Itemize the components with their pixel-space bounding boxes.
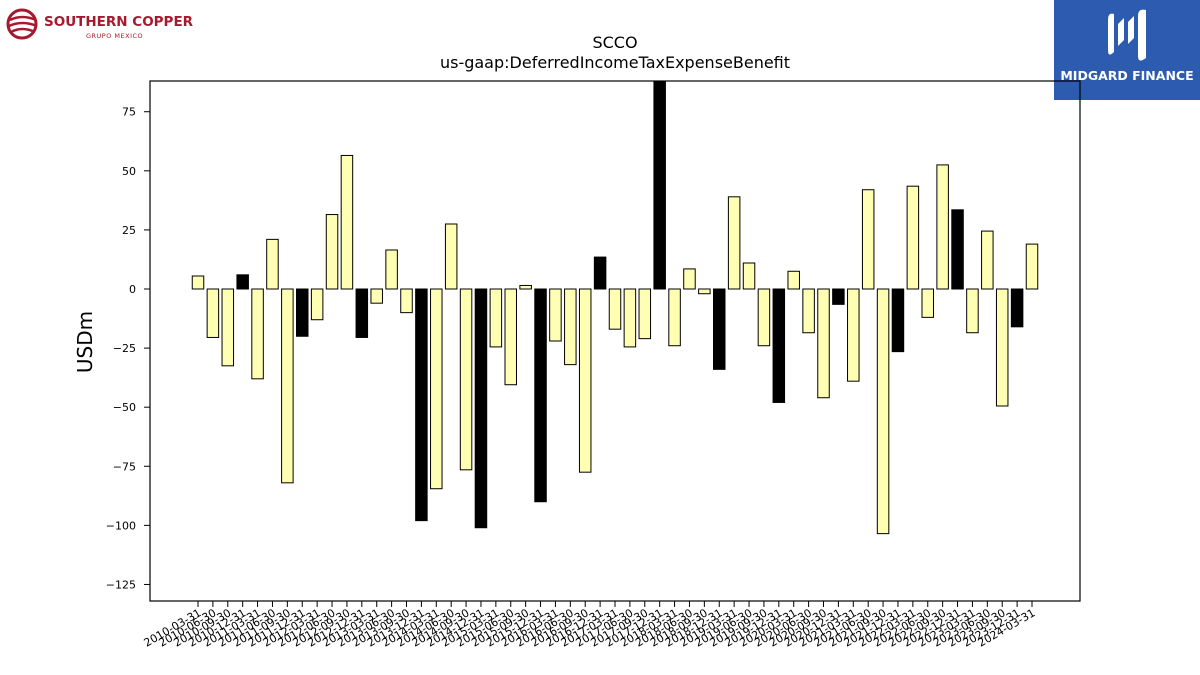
bar bbox=[385, 249, 398, 290]
bar bbox=[727, 196, 741, 290]
bar bbox=[519, 284, 532, 290]
bar bbox=[444, 223, 458, 290]
bar bbox=[370, 288, 383, 304]
bars-group bbox=[191, 80, 1039, 535]
bar bbox=[861, 189, 875, 290]
bar bbox=[251, 288, 264, 380]
bar bbox=[698, 288, 711, 295]
bar bbox=[340, 154, 354, 290]
bar bbox=[355, 288, 369, 338]
bar bbox=[489, 288, 503, 348]
bar bbox=[742, 262, 756, 290]
bar bbox=[802, 288, 815, 334]
bar bbox=[891, 288, 905, 353]
bar bbox=[400, 288, 413, 314]
y-tick-label: 0 bbox=[129, 283, 136, 296]
bar bbox=[713, 288, 726, 370]
bar bbox=[653, 80, 666, 290]
southern-copper-logo: SOUTHERN COPPER GRUPO MEXICO bbox=[6, 6, 206, 46]
bar bbox=[1025, 243, 1039, 290]
y-tick-label: −125 bbox=[106, 578, 136, 591]
bar bbox=[951, 209, 964, 290]
chart-title: SCCO bbox=[592, 33, 637, 52]
right-logo-brand: MIDGARD FINANCE bbox=[1060, 68, 1194, 83]
bar bbox=[832, 288, 845, 305]
bar bbox=[608, 288, 622, 330]
midgard-finance-logo: MIDGARD FINANCE bbox=[1054, 0, 1200, 100]
y-tick-label: −75 bbox=[113, 460, 136, 473]
bar bbox=[668, 288, 681, 347]
bar bbox=[549, 288, 562, 342]
plot-frame bbox=[149, 80, 1081, 602]
bar bbox=[638, 288, 652, 340]
bar bbox=[623, 288, 637, 348]
bar bbox=[296, 288, 309, 337]
bar bbox=[236, 274, 249, 290]
chart-subtitle: us-gaap:DeferredIncomeTaxExpenseBenefit bbox=[440, 53, 790, 72]
left-logo-brand: SOUTHERN COPPER bbox=[44, 14, 194, 30]
y-tick-label: 50 bbox=[122, 165, 136, 178]
midgard-emblem-icon bbox=[1108, 9, 1146, 61]
bar bbox=[772, 288, 786, 403]
bar bbox=[817, 288, 830, 399]
bar bbox=[683, 268, 696, 290]
y-tick-label: 75 bbox=[122, 106, 136, 119]
y-tick-label: −100 bbox=[106, 519, 136, 532]
bar bbox=[876, 288, 890, 535]
bar bbox=[787, 270, 800, 290]
bar bbox=[847, 288, 860, 382]
bar bbox=[459, 288, 473, 471]
left-logo-subtitle: GRUPO MEXICO bbox=[86, 32, 144, 40]
bar bbox=[534, 288, 547, 503]
bar bbox=[981, 230, 994, 290]
bar bbox=[310, 288, 324, 321]
bar bbox=[325, 214, 339, 290]
y-tick-label: −25 bbox=[113, 342, 136, 355]
y-tick-label: 25 bbox=[122, 224, 136, 237]
bar bbox=[504, 288, 517, 386]
southern-copper-emblem-icon bbox=[6, 8, 38, 40]
bar bbox=[206, 288, 220, 338]
bar bbox=[474, 288, 488, 529]
bar bbox=[757, 288, 771, 347]
bar bbox=[1010, 288, 1024, 328]
x-axis: 2010-03-312010-06-302010-09-302010-12-31… bbox=[142, 601, 1038, 650]
bar bbox=[415, 288, 428, 522]
y-tick-label: −50 bbox=[113, 401, 136, 414]
bar bbox=[221, 288, 235, 367]
bar bbox=[281, 288, 294, 484]
bar bbox=[995, 288, 1009, 407]
bar bbox=[921, 288, 934, 318]
y-axis: 75 50 25 0 −25 −50 −75 −100 −125 bbox=[106, 106, 150, 591]
bar bbox=[578, 288, 592, 473]
bar bbox=[191, 275, 205, 290]
y-axis-label: USDm bbox=[73, 311, 97, 373]
bar bbox=[593, 256, 607, 290]
bar bbox=[936, 164, 949, 290]
bar bbox=[966, 288, 979, 334]
bar bbox=[266, 238, 279, 290]
bar bbox=[564, 288, 577, 366]
bar bbox=[906, 185, 920, 290]
bar bbox=[430, 288, 443, 490]
